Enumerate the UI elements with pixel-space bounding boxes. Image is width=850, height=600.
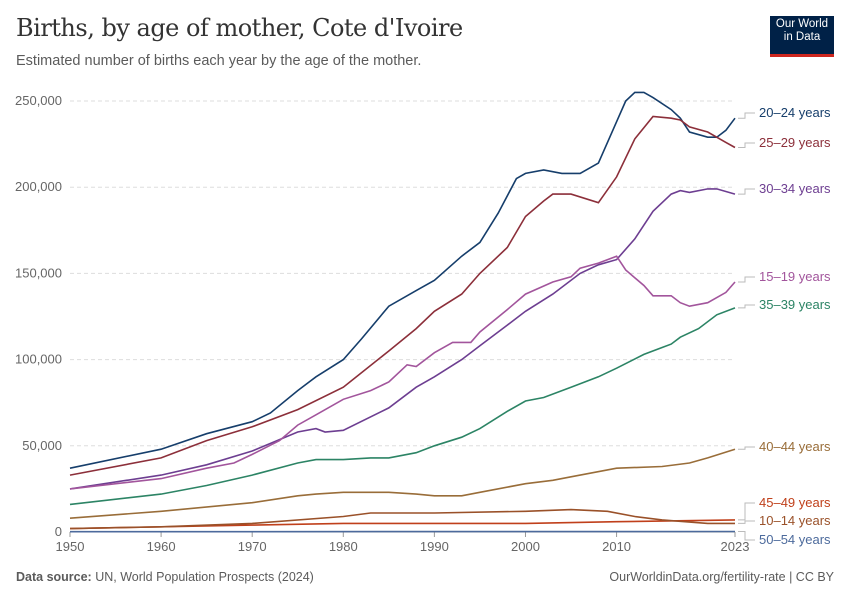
x-tick-label: 1970 — [238, 539, 267, 554]
x-tick-label: 1990 — [420, 539, 449, 554]
label-connector — [738, 112, 755, 119]
x-tick-label: 1960 — [147, 539, 176, 554]
y-tick-label: 200,000 — [15, 179, 62, 194]
series-line-20-24 — [69, 91, 736, 469]
label-connector — [738, 304, 755, 309]
label-connector — [738, 530, 755, 541]
series-line-15-19 — [69, 255, 736, 490]
chart-title: Births, by age of mother, Cote d'Ivoire — [16, 14, 463, 42]
label-connector — [738, 502, 755, 521]
series-label: 15–19 years — [759, 269, 831, 284]
owid-logo[interactable]: Our World in Data — [770, 16, 834, 57]
series-label: 50–54 years — [759, 532, 831, 547]
series-line-25-29 — [69, 115, 736, 476]
y-tick-label: 100,000 — [15, 352, 62, 367]
y-tick-label: 150,000 — [15, 265, 62, 280]
x-tick-label: 1980 — [329, 539, 358, 554]
series-line-35-39 — [69, 307, 736, 506]
x-tick-label: 2023 — [721, 539, 750, 554]
series-line-30-34 — [69, 188, 736, 490]
label-connector — [738, 142, 755, 149]
y-tick-label: 0 — [55, 524, 62, 539]
series-label: 20–24 years — [759, 105, 831, 120]
series-label: 45–49 years — [759, 495, 831, 510]
footer-link[interactable]: OurWorldinData.org/fertility-rate | CC B… — [609, 570, 834, 584]
series-label: 25–29 years — [759, 135, 831, 150]
x-tick-label: 1950 — [56, 539, 85, 554]
label-connector — [738, 276, 755, 283]
series-line-40-44 — [69, 448, 736, 519]
data-source: Data source: UN, World Population Prospe… — [16, 570, 314, 584]
series-label: 40–44 years — [759, 439, 831, 454]
chart-subtitle: Estimated number of births each year by … — [16, 53, 422, 69]
series-label: 30–34 years — [759, 181, 831, 196]
label-connector — [738, 520, 755, 524]
series-line-45-49 — [69, 519, 736, 530]
label-connector — [738, 446, 755, 450]
label-connector — [738, 188, 755, 195]
series-label: 35–39 years — [759, 297, 831, 312]
y-tick-label: 50,000 — [22, 438, 62, 453]
series-label: 10–14 years — [759, 513, 831, 528]
series-line-10-14 — [69, 508, 735, 530]
y-tick-label: 250,000 — [15, 93, 62, 108]
x-tick-label: 2010 — [602, 539, 631, 554]
x-tick-label: 2000 — [511, 539, 540, 554]
